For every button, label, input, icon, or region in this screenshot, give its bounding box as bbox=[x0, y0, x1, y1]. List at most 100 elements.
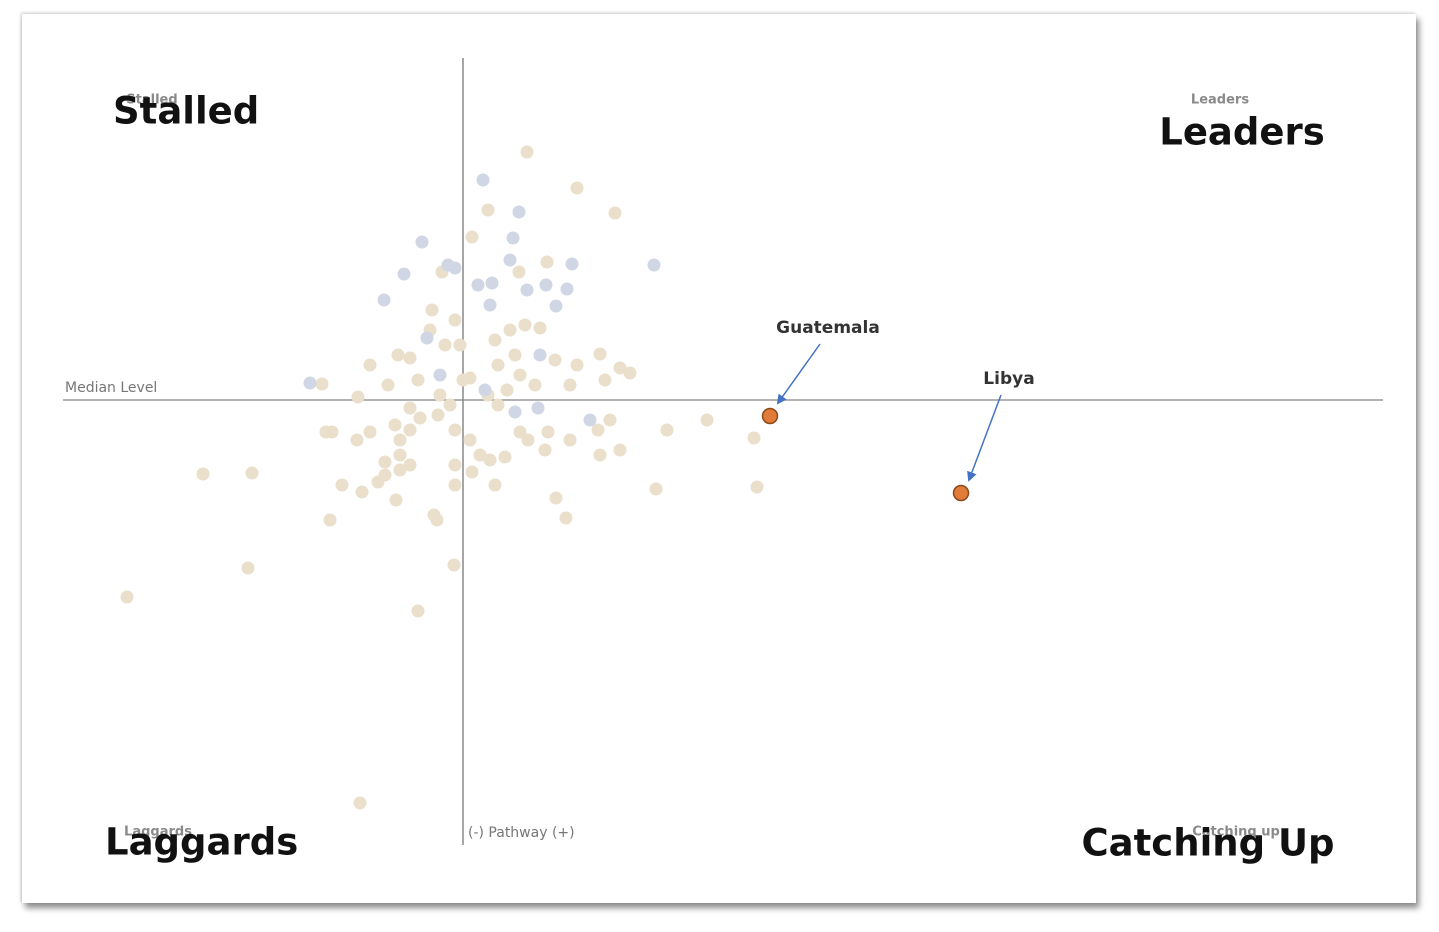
point bbox=[393, 463, 407, 477]
point bbox=[541, 425, 555, 439]
point bbox=[323, 513, 337, 527]
point bbox=[393, 433, 407, 447]
point bbox=[538, 443, 552, 457]
point bbox=[448, 478, 462, 492]
point bbox=[388, 418, 402, 432]
quadrant-small-label: Stalled bbox=[126, 93, 177, 108]
point bbox=[608, 206, 622, 220]
point bbox=[623, 366, 637, 380]
point bbox=[463, 433, 477, 447]
point bbox=[559, 511, 573, 525]
point bbox=[570, 358, 584, 372]
point bbox=[411, 604, 425, 618]
point bbox=[363, 425, 377, 439]
annotation-arrow bbox=[967, 394, 1002, 482]
point bbox=[521, 433, 535, 447]
point bbox=[570, 181, 584, 195]
point bbox=[520, 145, 534, 159]
point bbox=[403, 458, 417, 472]
point bbox=[598, 373, 612, 387]
point bbox=[438, 338, 452, 352]
point bbox=[603, 413, 617, 427]
point bbox=[540, 255, 554, 269]
point bbox=[403, 351, 417, 365]
point bbox=[391, 348, 405, 362]
point bbox=[750, 480, 764, 494]
point bbox=[593, 347, 607, 361]
point bbox=[533, 348, 547, 362]
point bbox=[473, 448, 487, 462]
point bbox=[448, 423, 462, 437]
point bbox=[413, 411, 427, 425]
point bbox=[613, 361, 627, 375]
point bbox=[351, 390, 365, 404]
point bbox=[512, 205, 526, 219]
point bbox=[363, 358, 377, 372]
point bbox=[488, 333, 502, 347]
point bbox=[583, 413, 597, 427]
point bbox=[591, 423, 605, 437]
point bbox=[503, 323, 517, 337]
highlight-point bbox=[761, 407, 779, 425]
highlight-point bbox=[952, 484, 970, 502]
point bbox=[315, 377, 329, 391]
quadrant-small-label: Catching up bbox=[1192, 825, 1280, 840]
point bbox=[120, 590, 134, 604]
point bbox=[491, 358, 505, 372]
point bbox=[513, 425, 527, 439]
point bbox=[518, 318, 532, 332]
point bbox=[500, 383, 514, 397]
point bbox=[245, 466, 259, 480]
point bbox=[303, 376, 317, 390]
point bbox=[548, 353, 562, 367]
point bbox=[483, 298, 497, 312]
point bbox=[478, 383, 492, 397]
point bbox=[481, 203, 495, 217]
point bbox=[377, 293, 391, 307]
point bbox=[378, 455, 392, 469]
point bbox=[415, 235, 429, 249]
point bbox=[443, 398, 457, 412]
point bbox=[508, 348, 522, 362]
point bbox=[431, 408, 445, 422]
point bbox=[241, 561, 255, 575]
point bbox=[563, 433, 577, 447]
point bbox=[420, 331, 434, 345]
quadrant-label: Catching Up bbox=[1081, 822, 1334, 865]
point bbox=[485, 276, 499, 290]
point bbox=[425, 303, 439, 317]
point bbox=[389, 493, 403, 507]
point bbox=[453, 338, 467, 352]
point bbox=[512, 265, 526, 279]
point bbox=[549, 299, 563, 313]
point bbox=[430, 513, 444, 527]
point bbox=[448, 313, 462, 327]
point bbox=[539, 278, 553, 292]
point bbox=[403, 401, 417, 415]
point bbox=[448, 261, 462, 275]
point bbox=[660, 423, 674, 437]
quadrant-label: Stalled bbox=[113, 90, 259, 133]
point bbox=[335, 478, 349, 492]
x-axis-label: (-) Pathway (+) bbox=[468, 825, 575, 841]
point bbox=[649, 482, 663, 496]
point bbox=[476, 173, 490, 187]
y-axis-label: Median Level bbox=[65, 380, 157, 396]
quadrant-small-label: Laggards bbox=[124, 825, 192, 840]
point bbox=[447, 558, 461, 572]
point bbox=[700, 413, 714, 427]
point bbox=[465, 465, 479, 479]
point bbox=[325, 425, 339, 439]
point bbox=[520, 283, 534, 297]
point bbox=[350, 433, 364, 447]
point bbox=[613, 443, 627, 457]
point bbox=[353, 796, 367, 810]
point bbox=[465, 230, 479, 244]
point bbox=[397, 267, 411, 281]
point bbox=[488, 478, 502, 492]
point bbox=[433, 368, 447, 382]
point bbox=[491, 398, 505, 412]
point bbox=[371, 475, 385, 489]
